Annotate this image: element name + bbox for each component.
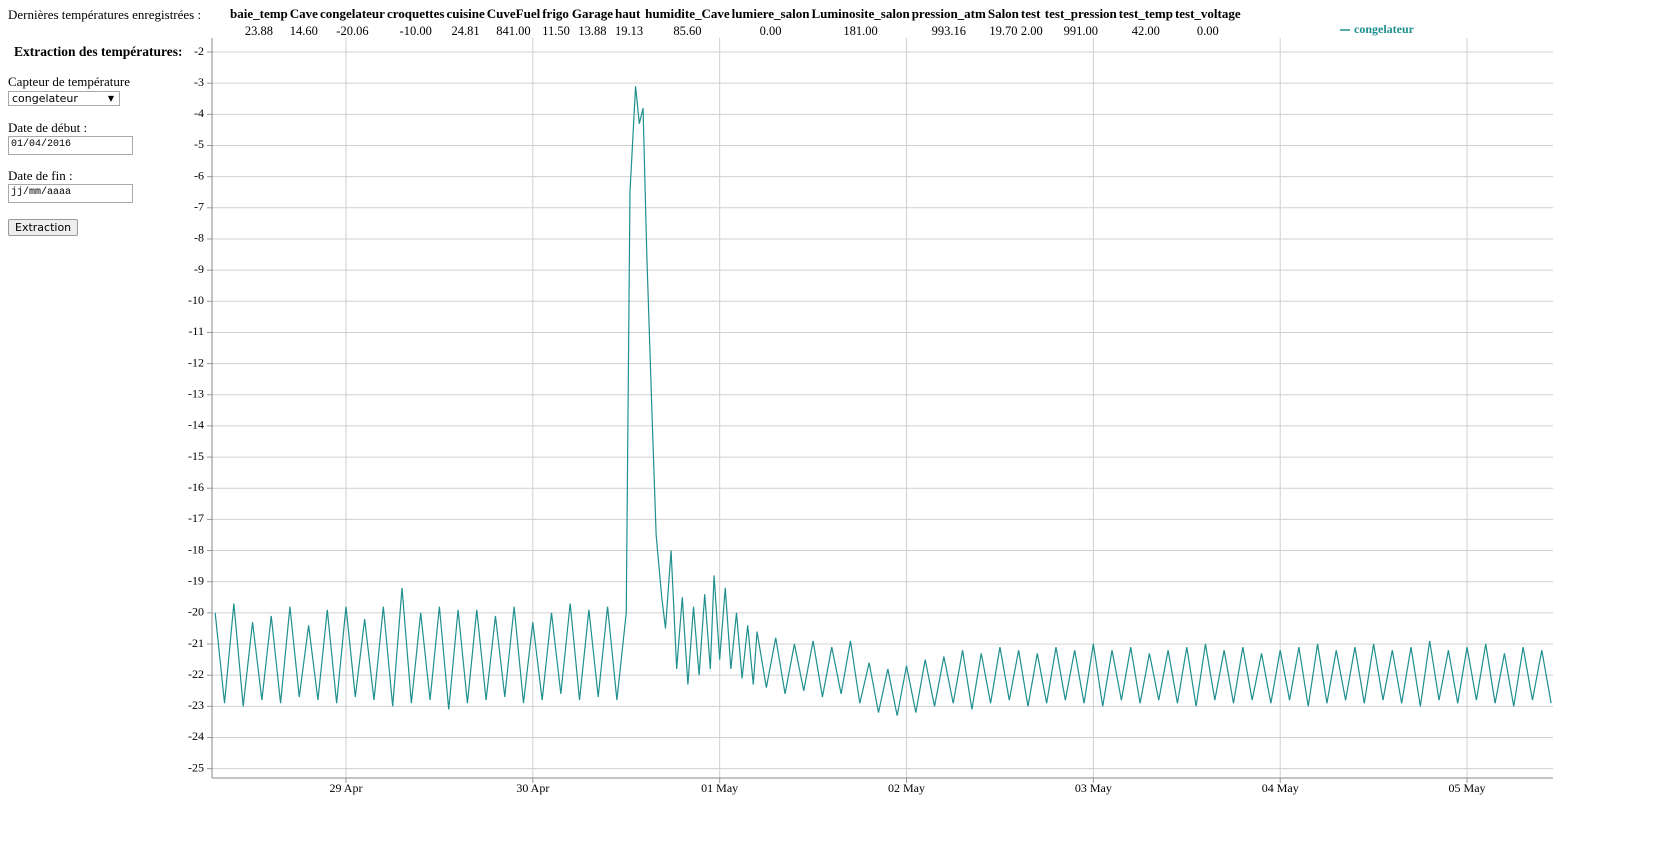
y-tick-label: -19 [188,573,204,587]
start-value: 01/04/2016 [11,139,72,150]
x-tick-label: 01 May [701,781,738,795]
sensor-value: 841.00 [496,24,531,38]
selected-option: congelateur [12,92,78,105]
sensor-label: Capteur de température [8,74,130,89]
y-tick-label: -11 [188,324,204,338]
y-tick-label: -21 [188,636,204,650]
latest-table: baie_temp Cave congelateur croquettes cuisin… [229,6,1242,39]
sensor-row: baie_temp Cave congelateur croquettes cuisin… [229,6,1242,22]
y-tick-label: -15 [188,449,204,463]
sensor-name: baie_temp [230,6,288,21]
y-tick-label: -7 [194,200,204,214]
series-line [214,86,1552,716]
sensor-name: pression_atm [911,6,986,21]
sensor-name: haut [615,6,641,21]
sensor-name: cuisine [446,6,485,21]
sensor-name: Cave [289,6,318,21]
x-tick-label: 29 Apr [329,781,362,795]
y-tick-label: -24 [188,729,204,743]
sensor-name: test_pression [1044,6,1117,21]
x-tick-label: 02 May [888,781,925,795]
y-tick-label: -5 [194,137,204,151]
end-label: Date de fin : [8,168,73,183]
sensor-name: Salon [987,6,1019,21]
sensor-value: 181.00 [843,24,878,38]
sensor-value: -20.06 [336,24,369,38]
sensor-name: test_voltage [1174,6,1241,21]
sensor-value: 13.88 [578,24,607,38]
sensor-name: Garage [571,6,614,21]
value-row: 23.88 14.60 -20.06 -10.00 24.81 841.00 11.50 13… [229,22,1242,39]
y-tick-label: -3 [194,75,204,89]
sensor-value: 2.00 [1020,24,1043,38]
sensor-value: 19.13 [615,24,644,38]
x-tick-label: 05 May [1449,781,1486,795]
sensor-select[interactable]: congelateur ▼ [8,91,120,106]
header-label: Dernières températures enregistrées : [8,7,202,22]
sensor-value: -10.00 [399,24,432,38]
sensor-name: congelateur [319,6,385,21]
x-tick-label: 30 Apr [516,781,549,795]
dropdown-arrow: ▼ [107,94,114,103]
sensor-value: 0.00 [759,24,782,38]
y-tick-label: -14 [188,418,204,432]
end-input[interactable]: jj/mm/aaaa [8,184,133,203]
y-tick-label: -2 [194,44,204,58]
sensor-value: 85.60 [673,24,702,38]
y-tick-label: -13 [188,387,204,401]
sensor-value: 14.60 [289,24,318,38]
y-tick-label: -10 [188,293,204,307]
y-tick-label: -20 [188,605,204,619]
sensor-name: test_temp [1118,6,1173,21]
y-tick-label: -4 [194,106,204,120]
x-tick-label: 03 May [1075,781,1112,795]
sensor-value: 991.00 [1063,24,1098,38]
sensor-value: 19.70 [989,24,1018,38]
sensor-value: 23.88 [244,24,273,38]
sensor-value: 11.50 [542,24,570,38]
y-tick-label: -18 [188,542,204,556]
y-tick-label: -22 [188,667,204,681]
y-tick-label: -12 [188,355,204,369]
y-tick-label: -8 [194,231,204,245]
y-tick-label: -9 [194,262,204,276]
x-tick-label: 04 May [1262,781,1299,795]
legend-label: congelateur [1354,22,1415,36]
end-placeholder: jj/mm/aaaa [11,187,72,198]
sensor-value: 24.81 [451,24,480,38]
sensor-name: CuveFuel [486,6,541,21]
y-tick-label: -25 [188,760,204,774]
sensor-name: frigo [542,6,569,21]
sensor-value: 42.00 [1131,24,1160,38]
sensor-value: 993.16 [931,24,966,38]
sensor-name: Luminosite_salon [811,6,910,21]
sensor-name: lumiere_salon [731,6,810,21]
y-tick-label: -6 [194,168,204,182]
form-title: Extraction des températures: [14,44,183,59]
sensor-name: test [1020,6,1041,21]
y-tick-label: -23 [188,698,204,712]
start-input[interactable]: 01/04/2016 [8,136,133,155]
start-label: Date de début : [8,120,88,135]
y-tick-label: -17 [188,511,204,525]
extract-button[interactable]: Extraction [8,219,79,236]
sensor-name: croquettes [386,6,445,21]
y-tick-label: -16 [188,480,204,494]
sensor-value: 0.00 [1196,24,1219,38]
sensor-name: humidite_Cave [645,6,730,21]
